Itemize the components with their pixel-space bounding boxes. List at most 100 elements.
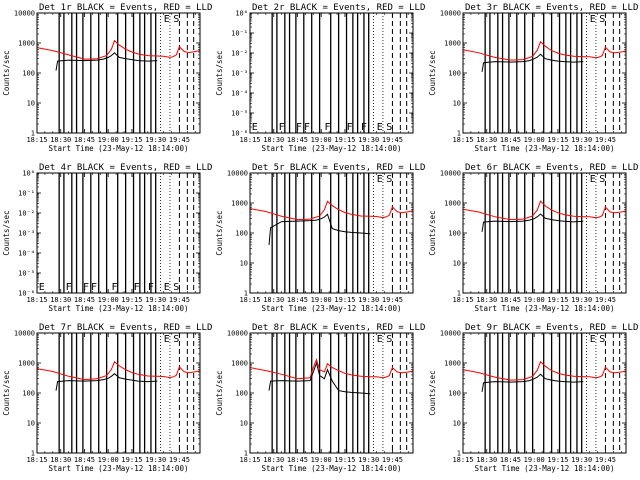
x-tick-label: 19:15 [121,136,142,144]
y-tick-label: 10⁻⁴ [231,90,248,98]
y-tick-label: 10⁻² [18,210,35,218]
y-tick-label: 10000 [14,330,35,338]
x-tick-label: 19:00 [98,296,119,304]
y-axis-label: Counts/sec [215,370,224,415]
y-tick-label: 10000 [227,170,248,178]
flag-letter: E [164,334,170,345]
y-tick-label: 10000 [440,330,461,338]
flag-letter: F [112,282,118,293]
y-tick-label: 100 [448,70,461,78]
y-tick-label: 10⁻³ [231,70,248,78]
y-tick-label: 10⁻¹ [231,30,248,38]
y-tick-label: 10⁻² [231,50,248,58]
flag-letter: E [164,14,170,25]
x-axis-label: Start Time (23-May-12 18:14:00) [262,304,402,313]
y-axis-label: Counts/sec [428,50,437,95]
y-tick-label: 10 [453,420,461,428]
y-tick-label: 1000 [231,200,248,208]
y-tick-label: 1 [31,130,35,138]
flag-letter: S [173,334,179,345]
flag-letter: E [377,122,383,133]
flag-letter: S [599,174,605,185]
x-tick-label: 18:15 [26,296,47,304]
flag-letter: F [347,122,353,133]
x-tick-label: 18:45 [74,456,95,464]
events-series-line [55,373,158,391]
y-tick-label: 10⁻⁴ [18,250,35,258]
plot-frame [462,12,627,134]
panel-title: Det 6r BLACK = Events, RED = LLD [465,163,638,173]
x-tick-label: 19:15 [547,456,568,464]
y-tick-label: 10000 [440,10,461,18]
x-tick-label: 19:00 [311,456,332,464]
lld-series-line [249,200,414,221]
x-tick-label: 19:00 [98,456,119,464]
x-tick-label: 18:15 [452,296,473,304]
lld-series-line [462,360,627,381]
plot-frame [462,172,627,294]
x-tick-label: 19:30 [145,296,166,304]
flag-letter: E [590,14,596,25]
flag-letter: S [386,334,392,345]
y-axis-label: Counts/sec [2,370,11,415]
flag-letter: F [361,122,367,133]
y-tick-label: 1000 [18,360,35,368]
flag-letter: F [325,122,331,133]
x-tick-label: 18:45 [500,296,521,304]
x-axis-label: Start Time (23-May-12 18:14:00) [262,464,402,473]
x-tick-label: 18:45 [287,296,308,304]
flag-letter: S [173,282,179,293]
x-tick-label: 18:15 [26,136,47,144]
x-axis-label: Start Time (23-May-12 18:14:00) [262,144,402,153]
x-tick-label: 19:00 [311,136,332,144]
x-axis-label: Start Time (23-May-12 18:14:00) [49,304,189,313]
x-tick-label: 19:15 [121,296,142,304]
panel-title: Det 8r BLACK = Events, RED = LLD [252,323,425,333]
y-tick-label: 10 [453,100,461,108]
y-axis-label: Counts/sec [2,50,11,95]
plot-frame [36,332,201,454]
flag-letter: F [91,282,97,293]
flag-letter: E [377,334,383,345]
y-axis-label: Counts/sec [428,210,437,255]
events-series-line [268,361,371,395]
x-tick-label: 18:15 [26,456,47,464]
x-tick-label: 19:15 [334,296,355,304]
flag-letter: S [173,14,179,25]
flag-letter: S [386,174,392,185]
y-tick-label: 100 [22,390,35,398]
y-tick-label: 1 [457,450,461,458]
x-axis-label: Start Time (23-May-12 18:14:00) [49,144,189,153]
y-tick-label: 10⁰ [22,170,35,178]
x-tick-label: 18:45 [74,296,95,304]
y-tick-label: 10⁻⁵ [231,110,248,118]
lld-series-line [462,40,627,61]
events-series-line [481,213,584,232]
x-tick-label: 18:45 [500,456,521,464]
flag-letter: F [83,282,89,293]
y-tick-label: 10⁻⁵ [18,270,35,278]
lld-series-line [462,200,627,221]
y-tick-label: 1 [244,450,248,458]
x-tick-label: 18:15 [452,136,473,144]
x-tick-label: 18:30 [476,296,497,304]
plot-frame [462,332,627,454]
x-tick-label: 19:45 [382,296,403,304]
panel-title: Det 3r BLACK = Events, RED = LLD [465,3,638,13]
y-tick-label: 10 [240,420,248,428]
x-tick-label: 19:00 [524,136,545,144]
y-axis-label: Counts/sec [2,210,11,255]
x-tick-label: 18:30 [263,136,284,144]
y-tick-label: 1000 [444,200,461,208]
panel-title: Det 5r BLACK = Events, RED = LLD [252,163,425,173]
events-series-line [481,53,584,72]
plot-frame [36,12,201,134]
x-tick-label: 18:15 [239,296,260,304]
x-tick-label: 19:15 [547,296,568,304]
x-tick-label: 18:45 [74,136,95,144]
x-tick-label: 19:30 [358,136,379,144]
lld-series-line [36,360,201,381]
flag-letter: E [590,174,596,185]
y-tick-label: 10 [27,420,35,428]
